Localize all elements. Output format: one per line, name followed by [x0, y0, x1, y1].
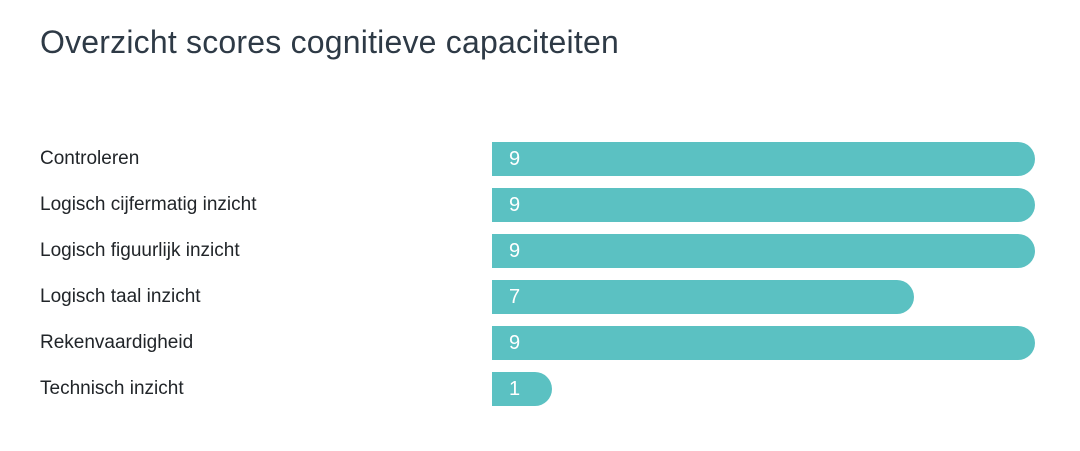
category-label: Technisch inzicht	[40, 378, 184, 399]
category-label: Rekenvaardigheid	[40, 332, 194, 353]
score-bar: 1	[492, 372, 553, 406]
category-label: Logisch figuurlijk inzicht	[40, 240, 240, 261]
score-value: 9	[509, 148, 521, 170]
bar-track: 9	[492, 326, 1035, 360]
page-title: Overzicht scores cognitieve capaciteiten	[40, 24, 619, 60]
chart-row: Logisch figuurlijk inzicht 9	[40, 228, 1035, 274]
bar-track: 9	[492, 188, 1035, 222]
chart-row: Logisch taal inzicht 7	[40, 274, 1035, 320]
bar-track: 7	[492, 280, 1035, 314]
score-value: 9	[509, 332, 521, 354]
score-value: 9	[509, 194, 521, 216]
score-bar: 9	[492, 188, 1035, 222]
score-value: 1	[509, 378, 521, 400]
score-bar: 9	[492, 234, 1035, 268]
chart-row: Logisch cijfermatig inzicht 9	[40, 182, 1035, 228]
score-value: 7	[509, 286, 521, 308]
score-bar: 9	[492, 326, 1035, 360]
score-bar: 7	[492, 280, 915, 314]
bar-chart: Controleren 9 Logisch cijfermatig inzich…	[40, 136, 1035, 412]
bar-track: 9	[492, 142, 1035, 176]
bar-track: 9	[492, 234, 1035, 268]
score-bar: 9	[492, 142, 1035, 176]
score-value: 9	[509, 240, 521, 262]
chart-row: Controleren 9	[40, 136, 1035, 182]
chart-row: Technisch inzicht 1	[40, 366, 1035, 412]
bar-track: 1	[492, 372, 1035, 406]
category-label: Logisch cijfermatig inzicht	[40, 194, 257, 215]
chart-row: Rekenvaardigheid 9	[40, 320, 1035, 366]
category-label: Controleren	[40, 148, 140, 169]
category-label: Logisch taal inzicht	[40, 286, 201, 307]
